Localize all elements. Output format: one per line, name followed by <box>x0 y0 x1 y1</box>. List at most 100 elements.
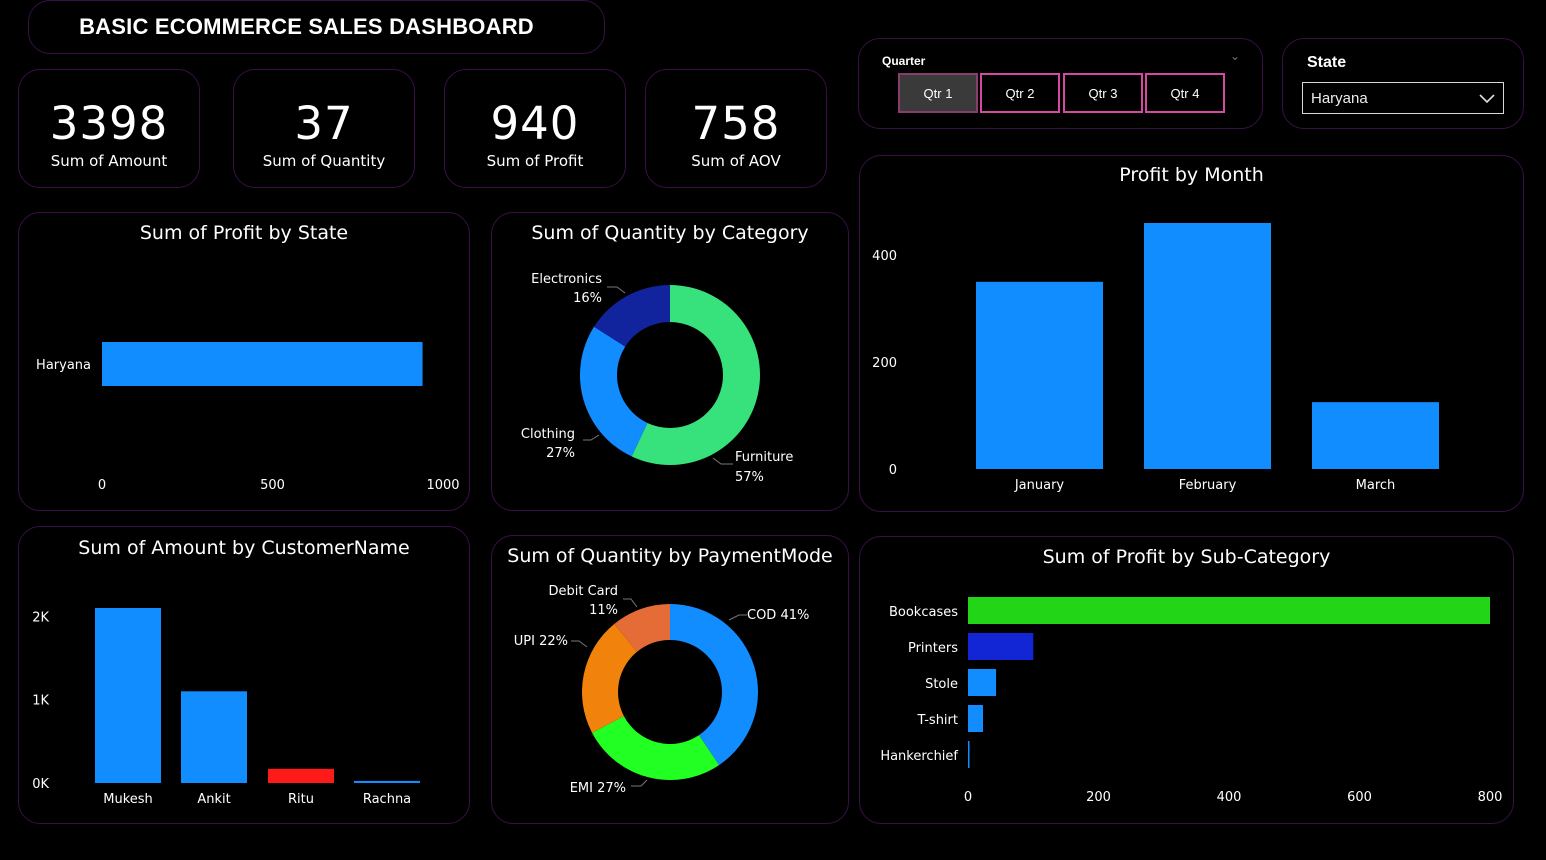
state-slicer-label: State <box>1307 54 1347 71</box>
chart-amount-by-customer: Mukesh Ankit Ritu Rachna 0K 1K 2K <box>32 608 420 807</box>
bar <box>354 780 420 783</box>
x-tick-label: Ankit <box>197 792 230 807</box>
bar <box>968 705 984 732</box>
chart-profit-by-subcategory: Bookcases Printers Stole T-shirt Hankerchief… <box>880 597 1503 805</box>
kpi-value: 758 <box>691 97 781 150</box>
slice-label: UPI 22% <box>514 634 568 649</box>
bar <box>1144 223 1271 469</box>
leader-line <box>712 457 733 465</box>
bar <box>968 741 970 768</box>
chart-title: Sum of Profit by State <box>139 222 349 244</box>
slice-label: Furniture <box>735 450 793 465</box>
chart-title: Profit by Month <box>1119 164 1264 186</box>
chart-profit-by-state: Haryana 0 500 1000 <box>36 342 460 493</box>
quarter-option-qtr1[interactable]: Qtr 1 <box>898 73 978 113</box>
leader-line <box>607 286 626 294</box>
x-tick-label: 0 <box>98 478 106 493</box>
quarter-option-qtr4[interactable]: Qtr 4 <box>1145 73 1225 113</box>
category-label: Printers <box>908 641 958 656</box>
x-tick-label: 0 <box>964 790 972 805</box>
bar <box>181 691 247 783</box>
slice-label: Clothing <box>521 427 575 442</box>
category-label: T-shirt <box>916 713 958 728</box>
bar <box>968 633 1034 660</box>
bar <box>976 281 1103 469</box>
donut-slice <box>614 604 670 652</box>
y-tick-label: 200 <box>872 356 897 371</box>
leader-line <box>631 779 648 787</box>
dashboard-title-card: BASIC ECOMMERCE SALES DASHBOARD <box>28 0 605 54</box>
y-tick-label: 0K <box>32 777 49 792</box>
slice-label: Debit Card <box>548 584 618 599</box>
bar <box>95 608 161 783</box>
chart-title: Sum of Amount by CustomerName <box>78 537 410 559</box>
donut-slice <box>594 285 670 347</box>
kpi-value: 37 <box>294 97 354 150</box>
kpi-label: Sum of AOV <box>691 152 781 170</box>
kpi-card-amount: 3398 Sum of Amount <box>18 69 200 188</box>
category-label: Bookcases <box>889 605 958 620</box>
chevron-down-icon <box>1479 94 1495 104</box>
x-tick-label: 1000 <box>426 478 459 493</box>
donut-slice <box>670 604 758 766</box>
chart-profit-by-month: January February March 0 200 400 <box>872 223 1439 493</box>
chart-quantity-by-paymentmode: COD 41% EMI 27% UPI 22% Debit Card 11% <box>514 584 810 796</box>
bar <box>968 669 997 696</box>
chart-title: Sum of Quantity by Category <box>531 222 809 244</box>
x-tick-label: Ritu <box>288 792 314 807</box>
y-tick-label: 1K <box>32 694 49 709</box>
slice-label: EMI 27% <box>570 781 626 796</box>
x-tick-label: 500 <box>260 478 285 493</box>
kpi-value: 940 <box>490 97 580 150</box>
x-tick-label: 600 <box>1347 790 1372 805</box>
kpi-label: Sum of Profit <box>486 152 584 170</box>
x-tick-label: March <box>1356 478 1396 493</box>
bar <box>1312 402 1439 469</box>
x-tick-label: February <box>1179 478 1237 493</box>
leader-line <box>583 434 600 441</box>
y-tick-label: 0 <box>889 463 897 478</box>
slice-label: Electronics <box>531 272 602 287</box>
x-tick-label: 200 <box>1086 790 1111 805</box>
kpi-card-quantity: 37 Sum of Quantity <box>233 69 415 188</box>
y-tick-label: 2K <box>32 610 49 625</box>
slice-label: COD 41% <box>747 608 809 623</box>
slice-label: 11% <box>589 603 618 618</box>
quarter-option-qtr3[interactable]: Qtr 3 <box>1063 73 1143 113</box>
slice-label: 27% <box>546 446 575 461</box>
donut-slice <box>592 716 720 780</box>
y-tick-label: 400 <box>872 249 897 264</box>
donut-slice <box>582 623 638 733</box>
slice-label: 57% <box>735 470 764 485</box>
x-tick-label: Mukesh <box>103 792 153 807</box>
x-tick-label: January <box>1014 478 1065 493</box>
bar <box>102 342 423 386</box>
category-label: Stole <box>925 677 958 692</box>
chart-quantity-by-category: Furniture 57% Clothing 27% Electronics 16% <box>521 272 793 485</box>
x-tick-label: 400 <box>1217 790 1242 805</box>
bar <box>268 768 334 783</box>
state-dropdown[interactable]: Haryana <box>1302 82 1504 114</box>
x-tick-label: Rachna <box>363 792 411 807</box>
leader-line <box>728 614 747 621</box>
kpi-card-aov: 758 Sum of AOV <box>645 69 827 188</box>
kpi-label: Sum of Amount <box>50 152 168 170</box>
category-label: Haryana <box>36 358 91 373</box>
quarter-option-qtr2[interactable]: Qtr 2 <box>980 73 1060 113</box>
x-tick-label: 800 <box>1478 790 1503 805</box>
donut-slice <box>631 285 761 465</box>
chart-title: Sum of Profit by Sub-Category <box>1042 546 1331 568</box>
leader-line <box>623 598 638 608</box>
quarter-slicer-label: Quarter <box>882 54 926 68</box>
state-dropdown-value: Haryana <box>1311 89 1368 107</box>
dashboard-title: BASIC ECOMMERCE SALES DASHBOARD <box>79 14 534 39</box>
kpi-card-profit: 940 Sum of Profit <box>444 69 626 188</box>
slice-label: 16% <box>573 291 602 306</box>
leader-line <box>571 640 588 648</box>
donut-slice <box>580 326 648 457</box>
category-label: Hankerchief <box>880 749 958 764</box>
chart-title: Sum of Quantity by PaymentMode <box>507 545 833 567</box>
kpi-value: 3398 <box>49 97 169 150</box>
bar <box>968 597 1490 624</box>
chevron-down-icon[interactable]: ⌄ <box>1229 49 1240 63</box>
